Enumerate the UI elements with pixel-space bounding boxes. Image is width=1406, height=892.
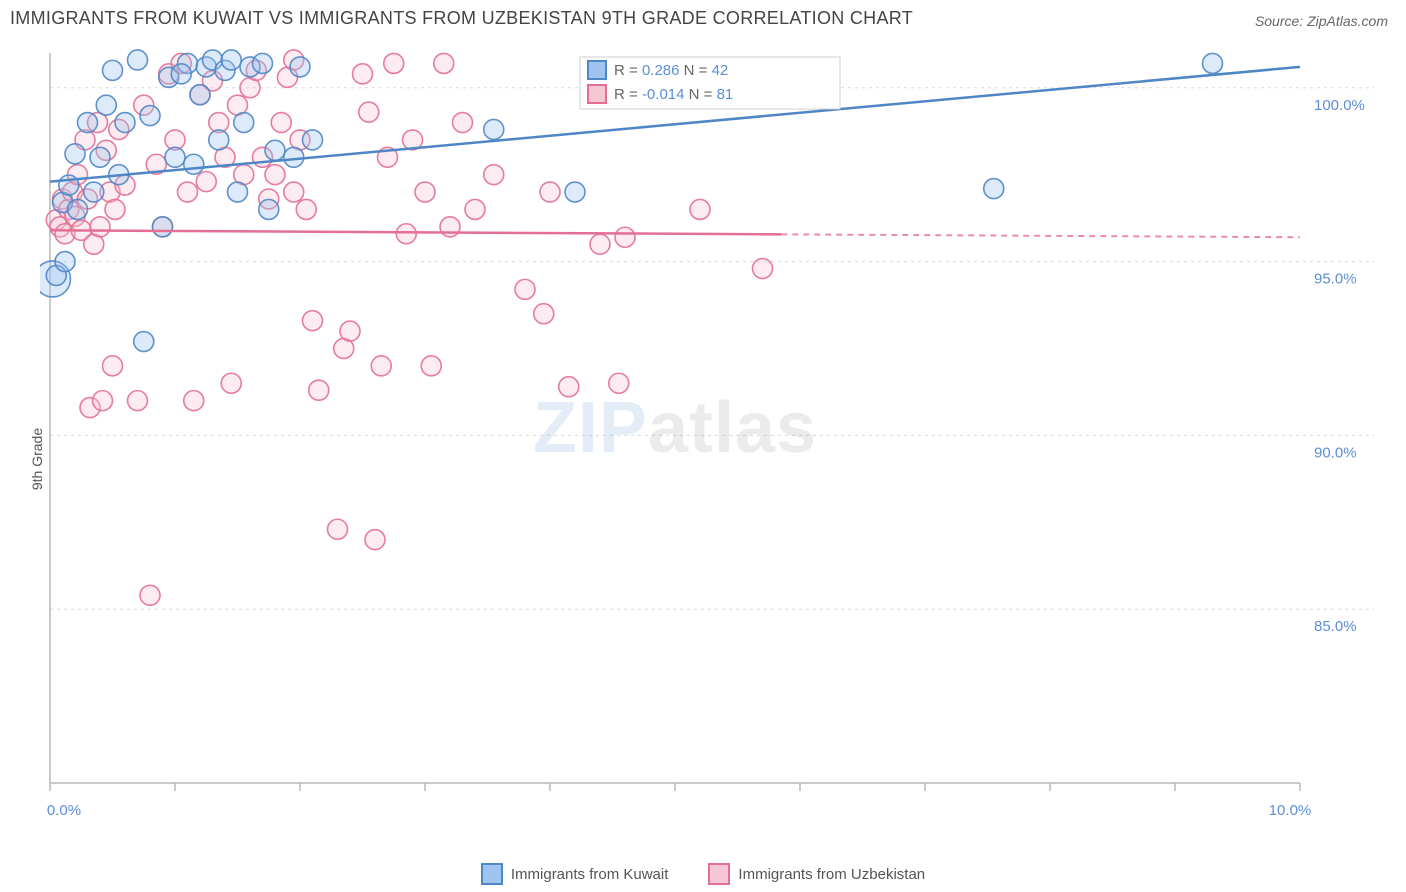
svg-text:R = -0.014 N = 81: R = -0.014 N = 81 xyxy=(614,86,733,103)
chart-area: 9th Grade 85.0%90.0%95.0%100.0%ZIPatlas0… xyxy=(0,33,1406,885)
svg-text:0.0%: 0.0% xyxy=(47,802,81,819)
chart-title: IMMIGRANTS FROM KUWAIT VS IMMIGRANTS FRO… xyxy=(10,8,913,29)
svg-text:100.0%: 100.0% xyxy=(1314,97,1365,114)
svg-text:ZIPatlas: ZIPatlas xyxy=(533,388,817,468)
svg-text:85.0%: 85.0% xyxy=(1314,618,1357,635)
svg-text:90.0%: 90.0% xyxy=(1314,444,1357,461)
legend-label-kuwait: Immigrants from Kuwait xyxy=(511,866,669,883)
scatter-plot: 85.0% 90.0% 95.0% 100.0% ZIPatlas 0.0% 10.0% R … xyxy=(40,43,1380,833)
chart-header: IMMIGRANTS FROM KUWAIT VS IMMIGRANTS FRO… xyxy=(0,0,1406,33)
legend-swatch-uzbekistan xyxy=(708,863,730,885)
svg-text:R = 0.286 N = 42: R = 0.286 N = 42 xyxy=(614,62,728,79)
legend-item-uzbekistan: Immigrants from Uzbekistan xyxy=(708,863,925,885)
legend-item-kuwait: Immigrants from Kuwait xyxy=(481,863,669,885)
legend: Immigrants from Kuwait Immigrants from U… xyxy=(0,857,1406,885)
legend-label-uzbekistan: Immigrants from Uzbekistan xyxy=(738,866,925,883)
svg-text:10.0%: 10.0% xyxy=(1269,802,1312,819)
chart-source: Source: ZipAtlas.com xyxy=(1255,13,1388,29)
legend-swatch-kuwait xyxy=(481,863,503,885)
svg-text:95.0%: 95.0% xyxy=(1314,271,1357,288)
